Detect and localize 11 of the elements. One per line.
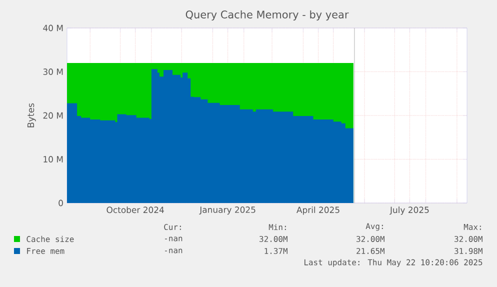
y-tick-label: 0 xyxy=(58,200,63,206)
x-tick-label: January 2025 xyxy=(199,206,256,215)
y-tick-label: 20 M xyxy=(43,112,63,119)
x-tick-label: April 2025 xyxy=(296,206,340,215)
y-tick-label: 40 M xyxy=(43,24,63,32)
chart-title: Query Cache Memory - by year xyxy=(186,10,349,20)
y-tick-label: 30 M xyxy=(43,68,63,75)
x-tick-label: July 2025 xyxy=(390,206,429,215)
x-tick-label: October 2024 xyxy=(106,206,164,214)
y-tick-label: 10 M xyxy=(44,156,63,162)
y-axis-title: Bytes xyxy=(27,103,36,128)
